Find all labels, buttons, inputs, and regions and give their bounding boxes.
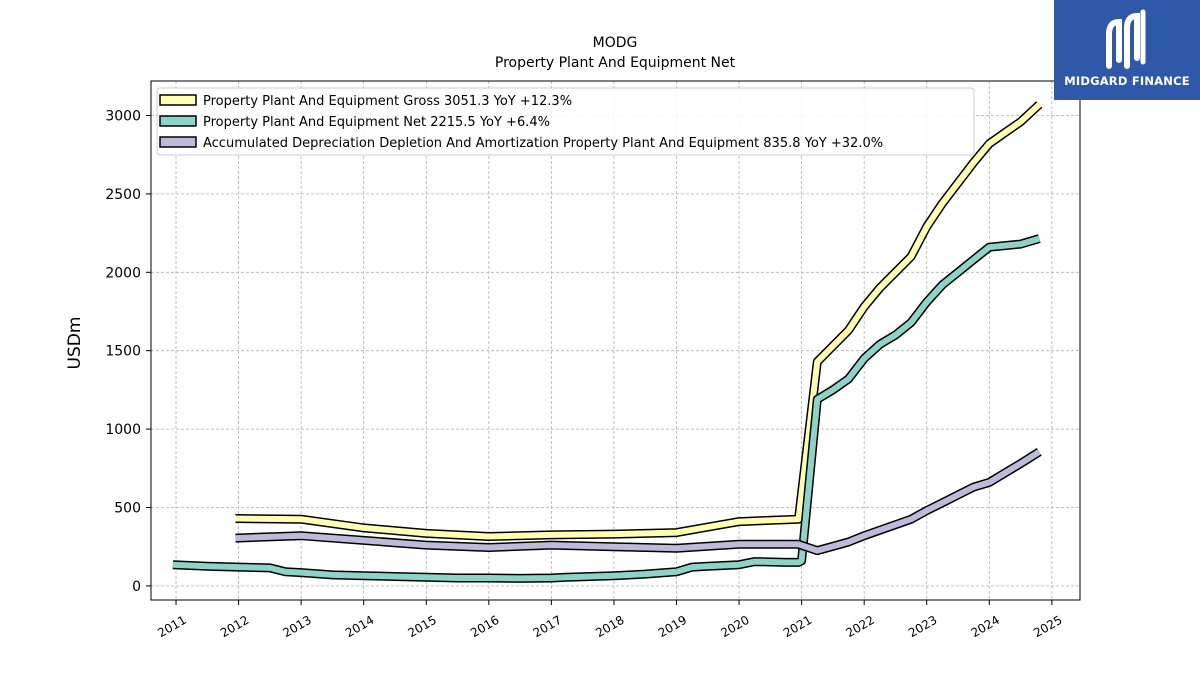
- logo-mark-icon: [1106, 9, 1146, 69]
- x-tick-label: 2021: [781, 613, 814, 640]
- x-tick-label: 2019: [656, 613, 689, 640]
- y-tick-label: 1000: [105, 422, 141, 438]
- x-tick-label: 2012: [218, 613, 251, 640]
- y-tick-label: 1500: [105, 344, 141, 360]
- y-tick-label: 0: [132, 579, 141, 595]
- y-axis-label: USDm: [65, 317, 85, 370]
- legend-label: Property Plant And Equipment Gross 3051.…: [203, 94, 572, 109]
- x-tick-label: 2018: [593, 613, 626, 640]
- legend-label: Accumulated Depreciation Depletion And A…: [203, 136, 883, 151]
- series-line: [172, 235, 1041, 582]
- series-1: [172, 234, 1041, 583]
- x-tick-label: 2015: [406, 613, 439, 640]
- x-tick-label: 2024: [969, 613, 1002, 640]
- y-tick-label: 3000: [105, 108, 141, 124]
- y-tick-label: 500: [114, 500, 141, 516]
- chart-title: MODG: [593, 35, 638, 51]
- x-tick-label: 2013: [280, 613, 313, 640]
- series-line: [235, 102, 1042, 540]
- logo: MIDGARD FINANCE: [1054, 0, 1200, 100]
- x-tick-label: 2020: [718, 613, 751, 640]
- series-line: [235, 449, 1041, 554]
- x-tick-label: 2017: [531, 613, 564, 640]
- x-tick-label: 2025: [1031, 613, 1064, 640]
- x-tick-label: 2022: [843, 613, 876, 640]
- legend-swatch: [159, 136, 197, 148]
- chart-subtitle: Property Plant And Equipment Net: [495, 55, 736, 71]
- y-tick-label: 2500: [105, 187, 141, 203]
- axes: 2011 2012 2013 2014 2015 2016 2017 2018 2019 2020…: [105, 80, 1081, 640]
- logo-text: MIDGARD FINANCE: [1064, 74, 1190, 88]
- series-line-outline: [235, 101, 1043, 541]
- series-line-outline: [172, 234, 1041, 583]
- x-tick-label: 2014: [343, 613, 376, 640]
- x-tick-label: 2023: [906, 613, 939, 640]
- series-2: [235, 447, 1042, 556]
- y-tick-label: 2000: [105, 265, 141, 281]
- legend: Property Plant And Equipment Gross 3051.…: [156, 87, 975, 156]
- x-tick-label: 2016: [468, 613, 501, 640]
- legend-swatch: [159, 94, 197, 106]
- x-tick-label: 2011: [155, 613, 188, 640]
- legend-box: [156, 87, 975, 156]
- plot-frame: [150, 80, 1081, 601]
- legend-swatch: [159, 115, 197, 127]
- series-0: [235, 101, 1043, 541]
- series-layer: [172, 101, 1043, 583]
- legend-label: Property Plant And Equipment Net 2215.5 …: [203, 115, 550, 130]
